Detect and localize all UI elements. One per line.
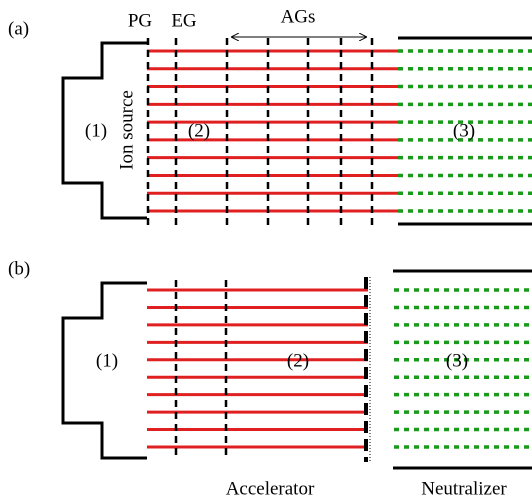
region-label: (1) [96,350,118,371]
region-label: (3) [453,120,475,141]
drawing [61,36,532,470]
panel-label: (a) [8,18,29,39]
grid-label: AGs [281,6,316,27]
footer-label: Neutralizer [421,478,507,499]
footer-label: Accelerator [226,478,315,499]
grid-label: EG [171,10,197,31]
panel-label: (b) [8,258,30,279]
ion-source-label: Ion source [116,90,137,170]
grid-label: PG [128,10,153,31]
region-label: (3) [446,350,468,371]
region-label: (2) [188,120,210,141]
region-label: (2) [287,350,309,371]
ion-source [61,281,147,460]
ion-source [61,41,147,220]
region-label: (1) [85,120,107,141]
